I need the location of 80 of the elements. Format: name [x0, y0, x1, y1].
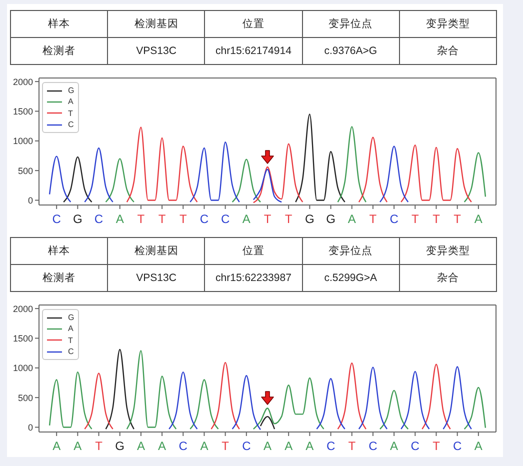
x-tick-label: A [242, 212, 250, 226]
x-tick-label: G [326, 212, 336, 226]
category-label: 样本 [10, 10, 108, 38]
x-tick-label: C [178, 439, 188, 453]
x-tick-label: A [158, 439, 166, 453]
x-tick-label: T [137, 212, 146, 226]
x-tick-label: T [411, 212, 420, 226]
y-tick-label: 1500 [12, 333, 33, 344]
text: 杂合 [399, 264, 496, 292]
x-tick-label: G [72, 212, 82, 226]
x-tick-label: T [284, 212, 293, 226]
x-tick-label: A [284, 439, 293, 453]
y-tick-label: 0 [28, 195, 33, 206]
legend-label: T [68, 334, 73, 346]
x-tick-label: A [74, 439, 82, 453]
x-tick-label: T [348, 439, 356, 453]
x-tick-label: C [52, 212, 62, 226]
legend-label: A [68, 323, 74, 334]
text: chr15:62174914 [204, 38, 302, 64]
x-tick-label: C [326, 439, 336, 453]
x-tick-label: A [474, 439, 482, 453]
text: c.5299G>A [302, 264, 400, 292]
text: chr15:62233987 [204, 264, 302, 292]
x-tick-label: A [116, 212, 124, 226]
category-label: 检测基因 [108, 238, 205, 264]
x-tick-label: T [369, 212, 378, 226]
x-tick-label: C [452, 439, 462, 453]
category-label: 位置 [204, 238, 302, 264]
x-tick-label: A [52, 439, 61, 453]
category-label: 变异类型 [399, 10, 496, 38]
text: VPS13C [108, 264, 205, 292]
category-label: 变异位点 [302, 10, 400, 38]
x-tick-label: A [136, 439, 145, 453]
y-tick-label: 500 [18, 392, 33, 403]
text: 检测者 [10, 38, 108, 64]
text: c.9376A>G [302, 38, 400, 64]
text: VPS13C [108, 38, 205, 64]
category-label: 样本 [10, 238, 108, 264]
text: 检测者 [10, 264, 108, 292]
text: 杂合 [399, 38, 496, 64]
x-tick-label: C [410, 439, 420, 453]
x-tick-label: T [432, 212, 441, 226]
x-tick-label: C [200, 212, 209, 226]
legend-label: C [68, 346, 74, 358]
y-tick-label: 1000 [12, 363, 33, 374]
x-tick-label: C [220, 212, 230, 226]
x-tick-label: A [263, 439, 272, 453]
x-tick-label: T [158, 212, 166, 226]
x-tick-label: C [390, 212, 399, 226]
legend-label: G [68, 312, 74, 324]
y-tick-label: 1500 [12, 106, 33, 116]
x-tick-label: A [348, 212, 356, 226]
x-tick-label: T [454, 212, 462, 226]
x-tick-label: A [200, 439, 208, 453]
x-tick-label: T [95, 439, 104, 453]
legend-label: T [68, 108, 73, 119]
x-tick-label: A [306, 439, 314, 453]
x-tick-label: G [305, 212, 314, 226]
legend-label: A [68, 96, 74, 108]
x-tick-label: C [242, 439, 252, 453]
x-tick-label: C [368, 439, 378, 453]
category-label: 位置 [204, 10, 302, 38]
x-tick-label: A [390, 439, 398, 453]
y-tick-label: 2000 [12, 76, 33, 87]
x-tick-label: T [222, 439, 230, 453]
x-tick-label: A [474, 212, 482, 226]
x-tick-label: T [432, 439, 441, 453]
category-label: 变异位点 [302, 238, 400, 264]
x-tick-label: T [264, 212, 272, 226]
y-tick-label: 1000 [12, 136, 33, 146]
y-tick-label: 500 [18, 166, 33, 176]
legend-label: G [68, 85, 74, 96]
category-label: 检测基因 [108, 10, 205, 38]
x-tick-label: G [115, 439, 125, 453]
x-tick-label: T [179, 212, 188, 226]
y-tick-label: 0 [28, 422, 33, 432]
x-tick-label: C [94, 212, 104, 226]
legend-label: C [68, 119, 74, 130]
category-label: 变异类型 [399, 238, 496, 264]
y-tick-label: 2000 [12, 304, 33, 314]
